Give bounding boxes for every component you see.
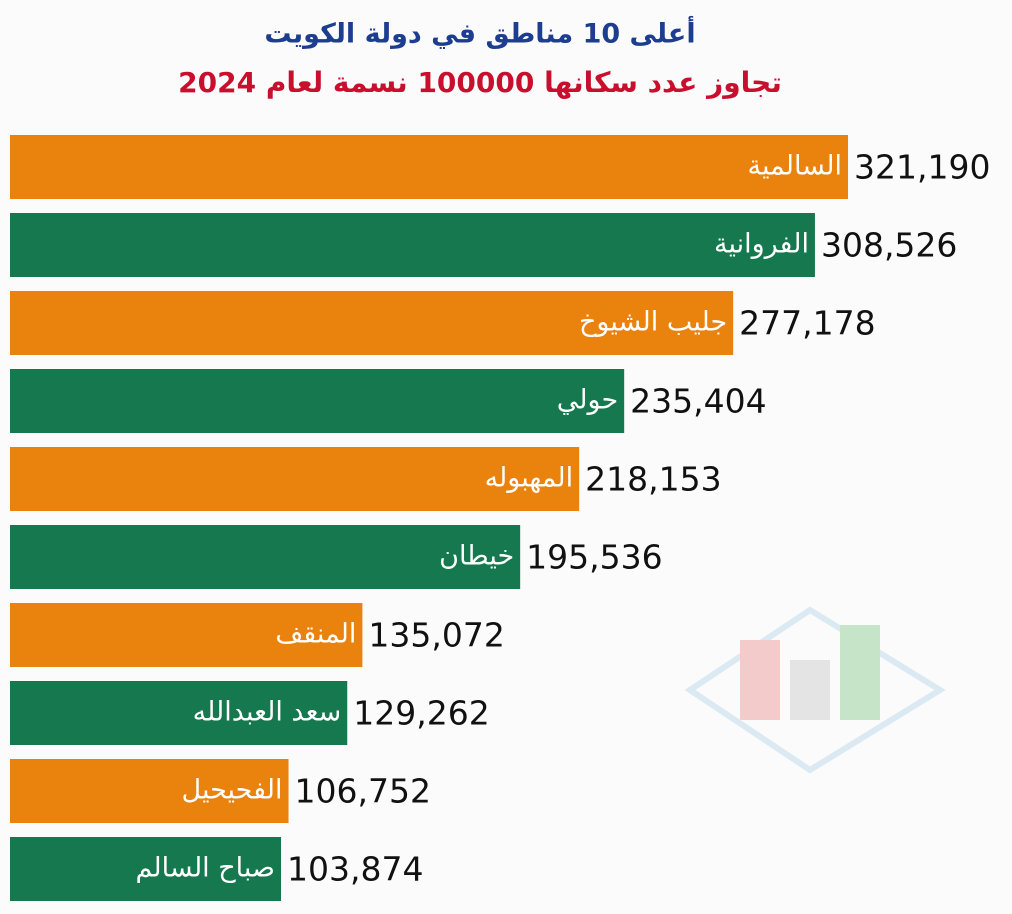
category-label: الفحيحيل bbox=[182, 775, 283, 806]
bar bbox=[10, 603, 363, 667]
value-label: 135,072 bbox=[368, 616, 504, 655]
category-label: صباح السالم bbox=[135, 853, 275, 884]
value-label: 218,153 bbox=[585, 460, 721, 499]
category-label: السالمية bbox=[748, 151, 843, 182]
bar bbox=[10, 681, 348, 745]
bar bbox=[10, 525, 521, 589]
bar bbox=[10, 369, 625, 433]
value-label: 195,536 bbox=[526, 538, 662, 577]
value-label: 235,404 bbox=[630, 382, 766, 421]
bar bbox=[10, 291, 734, 355]
value-label: 129,262 bbox=[353, 694, 489, 733]
category-label: حولي bbox=[557, 385, 618, 416]
bar bbox=[10, 213, 815, 277]
value-label: 321,190 bbox=[854, 148, 990, 187]
category-label: خيطان bbox=[439, 541, 514, 572]
chart-title: أعلى 10 مناطق في دولة الكويت bbox=[264, 16, 695, 50]
value-label: 103,874 bbox=[287, 850, 423, 889]
category-label: الفروانية bbox=[714, 229, 809, 260]
chart-subtitle: تجاوز عدد سكانها 100000 نسمة لعام 2024 bbox=[178, 66, 782, 99]
bar bbox=[10, 447, 580, 511]
bar bbox=[10, 837, 282, 901]
bar bbox=[10, 759, 289, 823]
category-label: جليب الشيوخ bbox=[579, 307, 727, 338]
category-label: المنقف bbox=[275, 619, 356, 650]
value-label: 277,178 bbox=[739, 304, 875, 343]
bar bbox=[10, 135, 848, 199]
value-label: 106,752 bbox=[295, 772, 431, 811]
category-label: سعد العبدالله bbox=[193, 697, 342, 728]
value-label: 308,526 bbox=[821, 226, 957, 265]
watermark-logo bbox=[684, 606, 946, 774]
category-label: المهبوله bbox=[485, 463, 574, 494]
